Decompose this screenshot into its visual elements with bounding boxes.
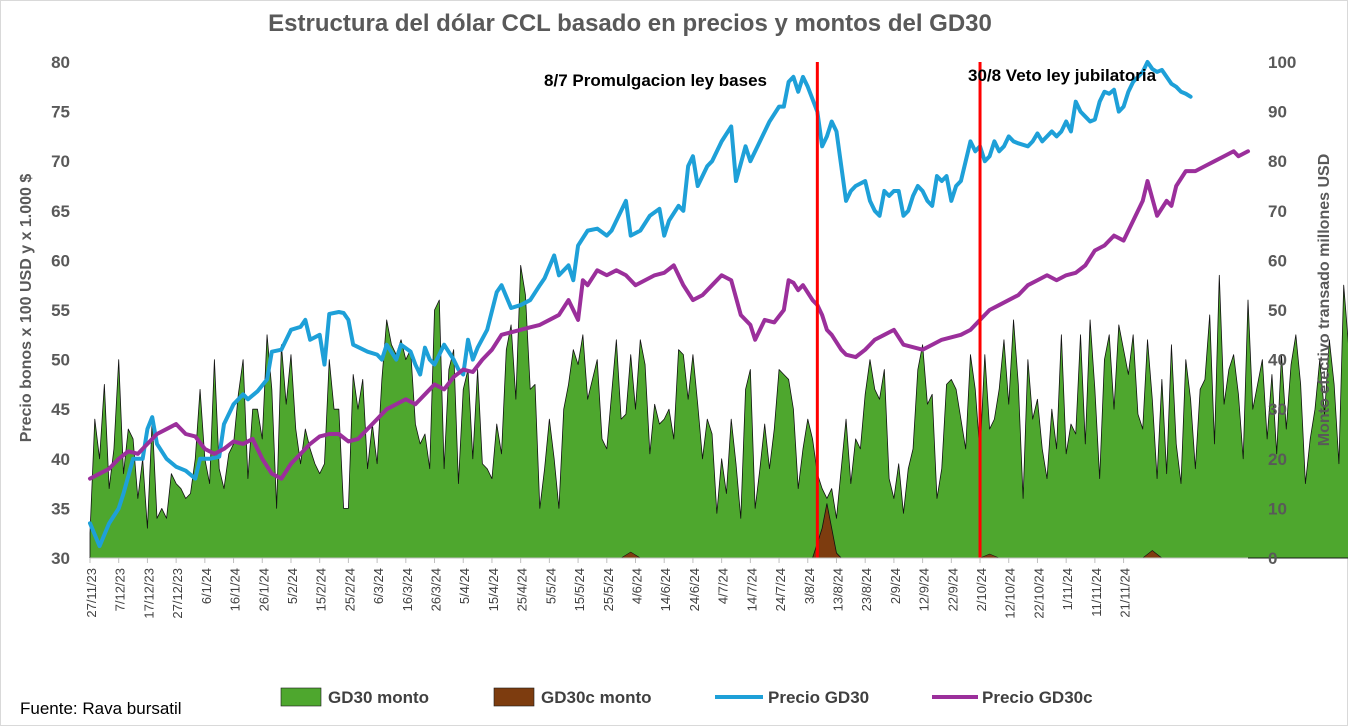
x-tick-label: 15/5/24 bbox=[572, 568, 587, 611]
legend-label-gd30-monto: GD30 monto bbox=[328, 688, 429, 707]
x-tick-label: 2/9/24 bbox=[888, 568, 903, 604]
legend-swatch-gd30c-monto bbox=[493, 687, 535, 707]
y-tick-label: 35 bbox=[51, 499, 70, 518]
y-tick-label: 50 bbox=[51, 351, 70, 370]
x-tick-label: 1/11/24 bbox=[1060, 568, 1075, 610]
x-tick-label: 23/8/24 bbox=[859, 568, 874, 611]
legend-swatch-gd30-monto bbox=[280, 687, 322, 707]
legend: GD30 monto GD30c monto Precio GD30 Preci… bbox=[280, 687, 1093, 707]
source-note: Fuente: Rava bursatil bbox=[20, 699, 182, 718]
x-tick-label: 27/12/23 bbox=[170, 568, 185, 619]
x-tick-label: 5/5/24 bbox=[543, 568, 558, 604]
annotation-label: 30/8 Veto ley jubilatoria bbox=[968, 66, 1157, 85]
y2-tick-label: 20 bbox=[1268, 450, 1287, 469]
y2-tick-label: 0 bbox=[1268, 549, 1277, 568]
x-ticks: 27/11/23 7/12/23 17/12/23 27/12/23 6/1/24 16/… bbox=[84, 558, 1133, 619]
x-tick-label: 21/11/24 bbox=[1118, 568, 1133, 618]
x-tick-label: 5/2/24 bbox=[285, 568, 300, 604]
x-tick-label: 27/11/23 bbox=[84, 568, 99, 618]
x-tick-label: 11/11/24 bbox=[1089, 568, 1104, 617]
price-lines bbox=[88, 60, 1250, 549]
y-tick-label: 80 bbox=[51, 53, 70, 72]
x-tick-label: 26/3/24 bbox=[429, 568, 444, 611]
x-tick-label: 12/10/24 bbox=[1003, 568, 1018, 619]
x-tick-label: 25/5/24 bbox=[601, 568, 616, 611]
x-tick-label: 16/1/24 bbox=[228, 568, 243, 611]
x-tick-label: 3/8/24 bbox=[802, 568, 817, 604]
precio-gd30-line bbox=[88, 60, 1193, 549]
y2-tick-label: 100 bbox=[1268, 53, 1296, 72]
x-tick-label: 2/10/24 bbox=[974, 568, 989, 611]
x-tick-label: 17/12/23 bbox=[141, 568, 156, 619]
y2-ticks: 0 10 20 30 40 50 60 70 80 90 100 bbox=[1268, 53, 1296, 568]
y2-tick-label: 60 bbox=[1268, 251, 1287, 270]
x-tick-label: 7/12/23 bbox=[113, 568, 128, 611]
x-tick-label: 12/9/24 bbox=[917, 568, 932, 611]
gd30c-monto-spike bbox=[812, 503, 843, 559]
y2-axis-label: Monto efectivo transado millones USD bbox=[1316, 154, 1333, 446]
x-tick-label: 5/4/24 bbox=[457, 568, 472, 604]
legend-label-gd30c-monto: GD30c monto bbox=[541, 688, 652, 707]
x-tick-label: 4/6/24 bbox=[630, 568, 645, 604]
y-tick-label: 30 bbox=[51, 549, 70, 568]
y-tick-label: 40 bbox=[51, 450, 70, 469]
annotation-label: 8/7 Promulgacion ley bases bbox=[544, 71, 767, 90]
x-tick-label: 26/1/24 bbox=[256, 568, 271, 611]
y2-tick-label: 80 bbox=[1268, 152, 1287, 171]
x-tick-label: 16/3/24 bbox=[400, 568, 415, 611]
y-tick-label: 60 bbox=[51, 251, 70, 270]
annotation-lines bbox=[815, 62, 982, 558]
x-tick-label: 22/10/24 bbox=[1031, 568, 1046, 619]
x-tick-label: 4/7/24 bbox=[716, 568, 731, 604]
x-tick-label: 24/6/24 bbox=[687, 568, 702, 611]
x-tick-label: 14/6/24 bbox=[658, 568, 673, 611]
y2-tick-label: 90 bbox=[1268, 103, 1287, 122]
y-axis-label: Precio bonos x 100 USD y x 1.000 $ bbox=[18, 174, 35, 443]
x-tick-label: 15/4/24 bbox=[486, 568, 501, 611]
y2-tick-label: 50 bbox=[1268, 301, 1287, 320]
x-tick-label: 24/7/24 bbox=[773, 568, 788, 611]
y2-tick-label: 30 bbox=[1268, 400, 1287, 419]
y2-tick-label: 40 bbox=[1268, 351, 1287, 370]
y-tick-label: 75 bbox=[51, 103, 70, 122]
y-tick-label: 45 bbox=[51, 400, 70, 419]
x-tick-label: 15/2/24 bbox=[314, 568, 329, 611]
y-tick-label: 65 bbox=[51, 202, 70, 221]
x-tick-label: 14/7/24 bbox=[744, 568, 759, 611]
x-tick-label: 25/4/24 bbox=[515, 568, 530, 611]
x-tick-label: 6/3/24 bbox=[371, 568, 386, 604]
y2-tick-label: 10 bbox=[1268, 499, 1287, 518]
y-tick-label: 55 bbox=[51, 301, 70, 320]
chart-title: Estructura del dólar CCL basado en preci… bbox=[268, 10, 992, 37]
x-tick-label: 25/2/24 bbox=[342, 568, 357, 611]
legend-label-precio-gd30: Precio GD30 bbox=[768, 688, 869, 707]
precio-gd30c-line bbox=[88, 149, 1250, 481]
x-tick-label: 6/1/24 bbox=[199, 568, 214, 604]
legend-label-precio-gd30c: Precio GD30c bbox=[982, 688, 1093, 707]
x-tick-label: 13/8/24 bbox=[830, 568, 845, 611]
y-tick-label: 70 bbox=[51, 152, 70, 171]
x-tick-label: 22/9/24 bbox=[945, 568, 960, 611]
y-ticks: 30 35 40 45 50 55 60 65 70 75 80 bbox=[51, 53, 70, 568]
y2-tick-label: 70 bbox=[1268, 202, 1287, 221]
